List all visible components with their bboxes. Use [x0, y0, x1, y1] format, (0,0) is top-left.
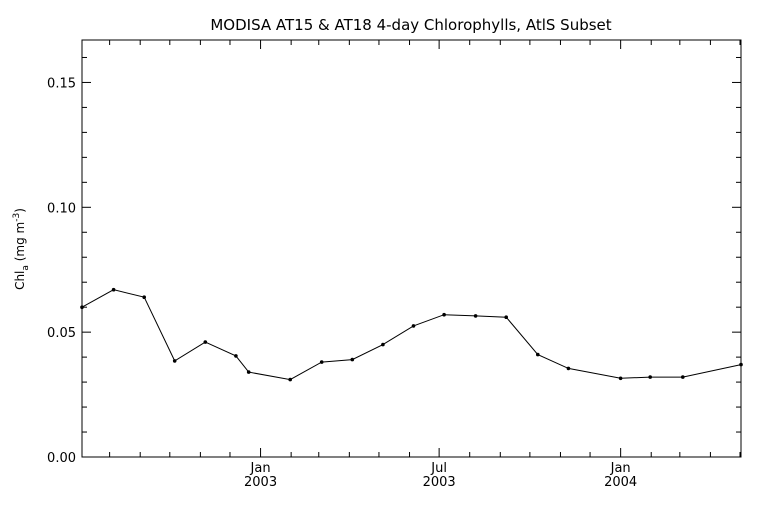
data-point [288, 377, 293, 382]
data-point [319, 360, 324, 364]
data-point [111, 287, 116, 292]
x-tick-label-year: 2004 [604, 475, 637, 490]
data-point [172, 359, 177, 363]
data-series [80, 287, 743, 382]
data-point [618, 376, 623, 381]
plot-frame [81, 39, 742, 458]
data-point [246, 370, 251, 374]
data-point [411, 324, 416, 328]
data-point [234, 354, 238, 358]
series-line [81, 289, 742, 381]
data-point [381, 342, 385, 347]
x-tick-label-year: 2003 [244, 475, 277, 490]
data-point [473, 314, 478, 318]
x-tick-label-year: 2003 [423, 475, 456, 490]
data-point [681, 375, 685, 379]
data-point [80, 305, 84, 310]
data-point [350, 357, 355, 362]
x-tick-label-month: Jan [250, 461, 271, 476]
chart-title: MODISA AT15 & AT18 4-day Chlorophylls, A… [210, 16, 611, 34]
y-tick-label: 0.00 [47, 451, 76, 466]
data-point [203, 340, 208, 344]
data-point [504, 315, 509, 320]
data-point [442, 312, 446, 317]
axis-ticks [82, 40, 741, 458]
y-tick-label: 0.10 [47, 201, 76, 216]
y-tick-label: 0.15 [47, 76, 76, 91]
data-point [648, 375, 652, 379]
data-point [566, 366, 571, 371]
x-tick-label-month: Jul [430, 461, 447, 476]
y-tick-label: 0.05 [47, 326, 76, 341]
data-point [536, 352, 540, 357]
y-axis-label: Chla (mg m-3) [12, 208, 31, 290]
data-point [739, 362, 743, 367]
x-tick-label-month: Jan [610, 461, 631, 476]
data-point [142, 295, 146, 300]
